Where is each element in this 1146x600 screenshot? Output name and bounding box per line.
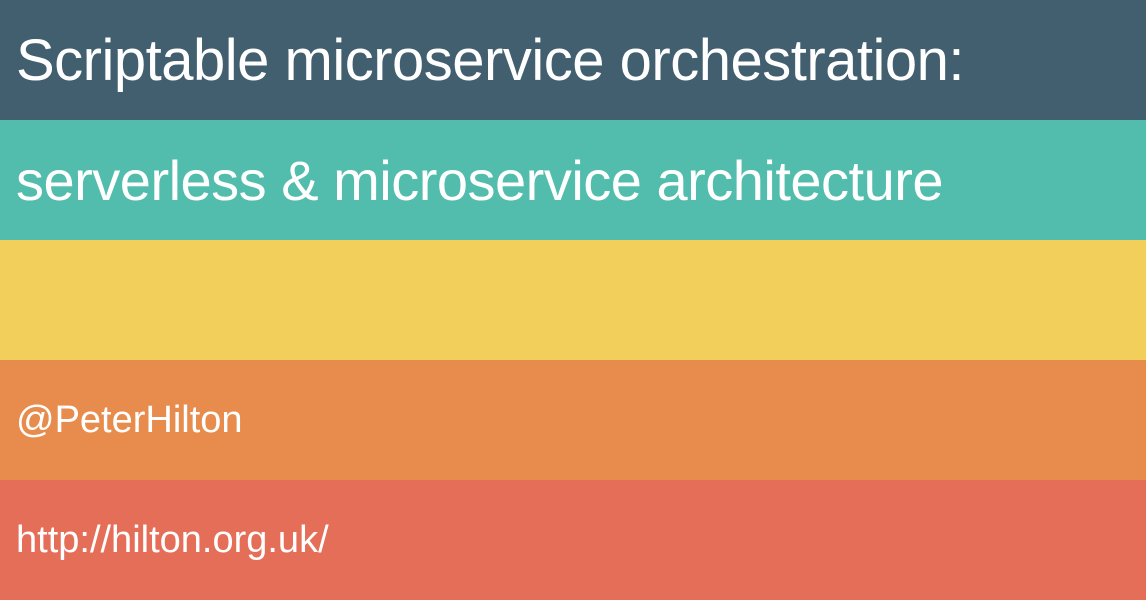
url-band: http://hilton.org.uk/	[0, 480, 1146, 600]
title-band: Scriptable microservice orchestration:	[0, 0, 1146, 120]
subtitle-band: serverless & microservice architecture	[0, 120, 1146, 240]
empty-band	[0, 240, 1146, 360]
slide-subtitle: serverless & microservice architecture	[16, 148, 944, 212]
slide-title: Scriptable microservice orchestration:	[16, 27, 965, 93]
handle-band: @PeterHilton	[0, 360, 1146, 480]
author-url: http://hilton.org.uk/	[16, 518, 329, 561]
author-handle: @PeterHilton	[16, 398, 243, 441]
